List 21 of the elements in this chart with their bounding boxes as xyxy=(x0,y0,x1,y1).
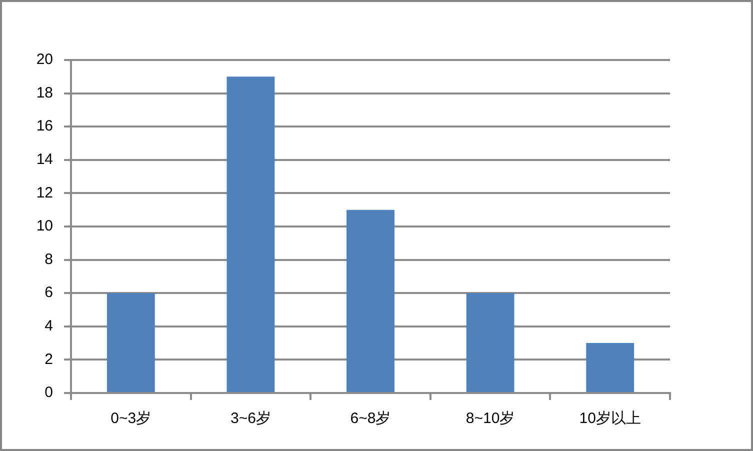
bar xyxy=(106,293,155,392)
y-tick-label: 0 xyxy=(44,384,53,402)
x-tick-label: 8~10岁 xyxy=(466,410,515,428)
y-tick-label: 8 xyxy=(44,250,53,268)
bar xyxy=(346,210,394,392)
y-tick-label: 10 xyxy=(36,218,53,235)
y-tick-label: 6 xyxy=(44,284,53,302)
bar xyxy=(466,293,514,392)
y-tick-label: 16 xyxy=(36,118,53,135)
x-tick-label: 3~6岁 xyxy=(230,410,271,428)
y-tick-label: 4 xyxy=(44,318,53,335)
bar xyxy=(586,343,634,392)
y-tick-label: 14 xyxy=(36,151,53,168)
bar xyxy=(226,76,275,392)
y-tick-label: 18 xyxy=(36,84,53,102)
x-tick-label: 10岁以上 xyxy=(579,410,641,428)
y-tick-label: 12 xyxy=(36,184,53,202)
x-tick-label: 6~8岁 xyxy=(350,410,391,428)
y-tick-label: 20 xyxy=(36,51,53,68)
x-tick-label: 0~3岁 xyxy=(110,410,152,428)
y-tick-label: 2 xyxy=(44,350,53,368)
